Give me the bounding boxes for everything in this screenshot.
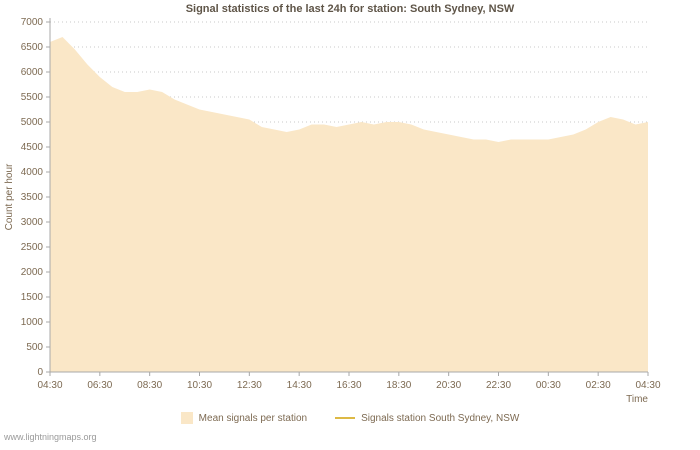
y-tick-label: 5000 xyxy=(21,117,44,128)
area-series-mean-signals xyxy=(50,37,648,372)
x-tick-label: 20:30 xyxy=(436,380,461,391)
y-tick-label: 6000 xyxy=(21,67,44,78)
y-tick-label: 4500 xyxy=(21,142,44,153)
legend-item-mean-signals: Mean signals per station xyxy=(180,412,308,424)
chart-title: Signal statistics of the last 24h for st… xyxy=(185,3,515,15)
x-tick-label: 02:30 xyxy=(586,380,611,391)
legend-item-station-signals: Signals station South Sydney, NSW xyxy=(335,413,519,424)
legend-label-mean-signals: Mean signals per station xyxy=(198,412,308,424)
chart-legend: Mean signals per station Signals station… xyxy=(0,412,700,424)
x-tick-label: 00:30 xyxy=(536,380,561,391)
legend-area-swatch-icon xyxy=(180,412,193,424)
x-tick-label: 04:30 xyxy=(635,380,660,391)
x-tick-label: 14:30 xyxy=(287,380,312,391)
x-tick-label: 22:30 xyxy=(486,380,511,391)
chart-svg: 0 500 1000 1500 2000 2500 3000 3500 4000 4500 5000… xyxy=(4,17,661,405)
y-tick-label: 1000 xyxy=(21,317,44,328)
footer-link[interactable]: www.lightningmaps.org xyxy=(4,432,97,442)
x-axis-label: Time xyxy=(626,394,648,405)
y-tick-label: 2000 xyxy=(21,267,44,278)
y-tick-label: 1500 xyxy=(21,292,44,303)
y-tick-label: 3500 xyxy=(21,192,44,203)
y-tick-label: 6500 xyxy=(21,42,44,53)
legend-label-station-signals: Signals station South Sydney, NSW xyxy=(361,412,520,424)
x-tick-label: 16:30 xyxy=(336,380,361,391)
x-tick-label: 12:30 xyxy=(237,380,262,391)
y-tick-label: 500 xyxy=(26,342,43,353)
y-tick-label: 2500 xyxy=(21,242,44,253)
x-tick-label: 10:30 xyxy=(187,380,212,391)
y-tick-label: 3000 xyxy=(21,217,44,228)
x-tick-label: 06:30 xyxy=(87,380,112,391)
x-tick-label: 04:30 xyxy=(37,380,62,391)
legend-line-swatch-icon xyxy=(335,417,356,419)
y-tick-label: 0 xyxy=(37,367,43,378)
y-tick-label: 5500 xyxy=(21,92,44,103)
y-tick-label: 7000 xyxy=(21,17,44,28)
x-tick-label: 08:30 xyxy=(137,380,162,391)
y-axis-label: Count per hour xyxy=(4,163,15,230)
x-tick-label: 18:30 xyxy=(386,380,411,391)
y-tick-label: 4000 xyxy=(21,167,44,178)
